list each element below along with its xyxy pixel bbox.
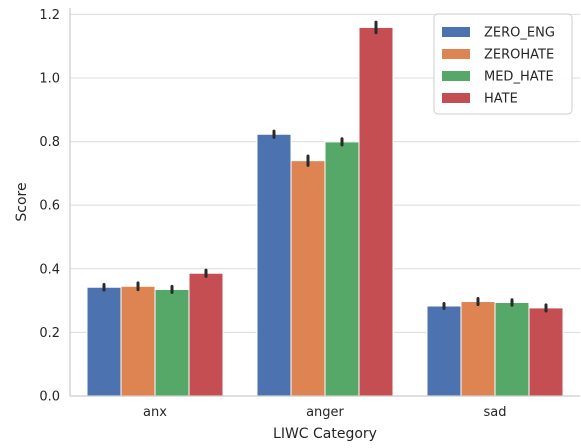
legend-label: ZERO_ENG bbox=[484, 26, 555, 41]
y-tick-label: 0.0 bbox=[39, 390, 60, 405]
legend-swatch bbox=[442, 71, 470, 81]
legend-swatch bbox=[442, 49, 470, 59]
x-tick-labels: anx anger sad bbox=[143, 405, 506, 420]
legend-label: ZEROHATE bbox=[484, 48, 554, 63]
bar bbox=[324, 141, 360, 397]
bar bbox=[256, 133, 292, 397]
bar bbox=[86, 286, 122, 397]
y-tick-label: 1.0 bbox=[39, 71, 60, 86]
x-tick-label: anx bbox=[143, 405, 167, 420]
bar bbox=[120, 285, 156, 397]
bar bbox=[154, 288, 190, 397]
legend-label: HATE bbox=[484, 92, 518, 107]
error-bar-group bbox=[102, 20, 548, 313]
bar bbox=[290, 160, 326, 397]
legend-label: MED_HATE bbox=[484, 70, 554, 85]
plot-frame bbox=[69, 8, 580, 397]
legend-swatch bbox=[442, 93, 470, 103]
x-tick-label: anger bbox=[306, 405, 344, 420]
legend: ZERO_ENG ZEROHATE MED_HATE HATE bbox=[433, 13, 573, 115]
y-tick-labels: 0.0 0.2 0.4 0.6 0.8 1.0 1.2 bbox=[39, 8, 60, 405]
x-tick-label: sad bbox=[484, 405, 507, 420]
bar bbox=[188, 272, 224, 397]
legend-swatch bbox=[442, 27, 470, 37]
y-tick-label: 0.8 bbox=[39, 135, 60, 150]
bar bbox=[460, 301, 496, 397]
bar bbox=[358, 26, 394, 397]
bar bbox=[494, 301, 530, 397]
y-axis-title: Score bbox=[14, 182, 30, 221]
x-axis-title: LIWC Category bbox=[273, 426, 377, 442]
legend-box bbox=[433, 13, 573, 115]
y-tick-label: 0.4 bbox=[39, 262, 60, 277]
y-tick-label: 0.6 bbox=[39, 199, 60, 214]
y-tick-label: 1.2 bbox=[39, 8, 60, 23]
y-tick-label: 0.2 bbox=[39, 326, 60, 341]
bar bbox=[528, 307, 564, 397]
bar bbox=[426, 305, 462, 397]
